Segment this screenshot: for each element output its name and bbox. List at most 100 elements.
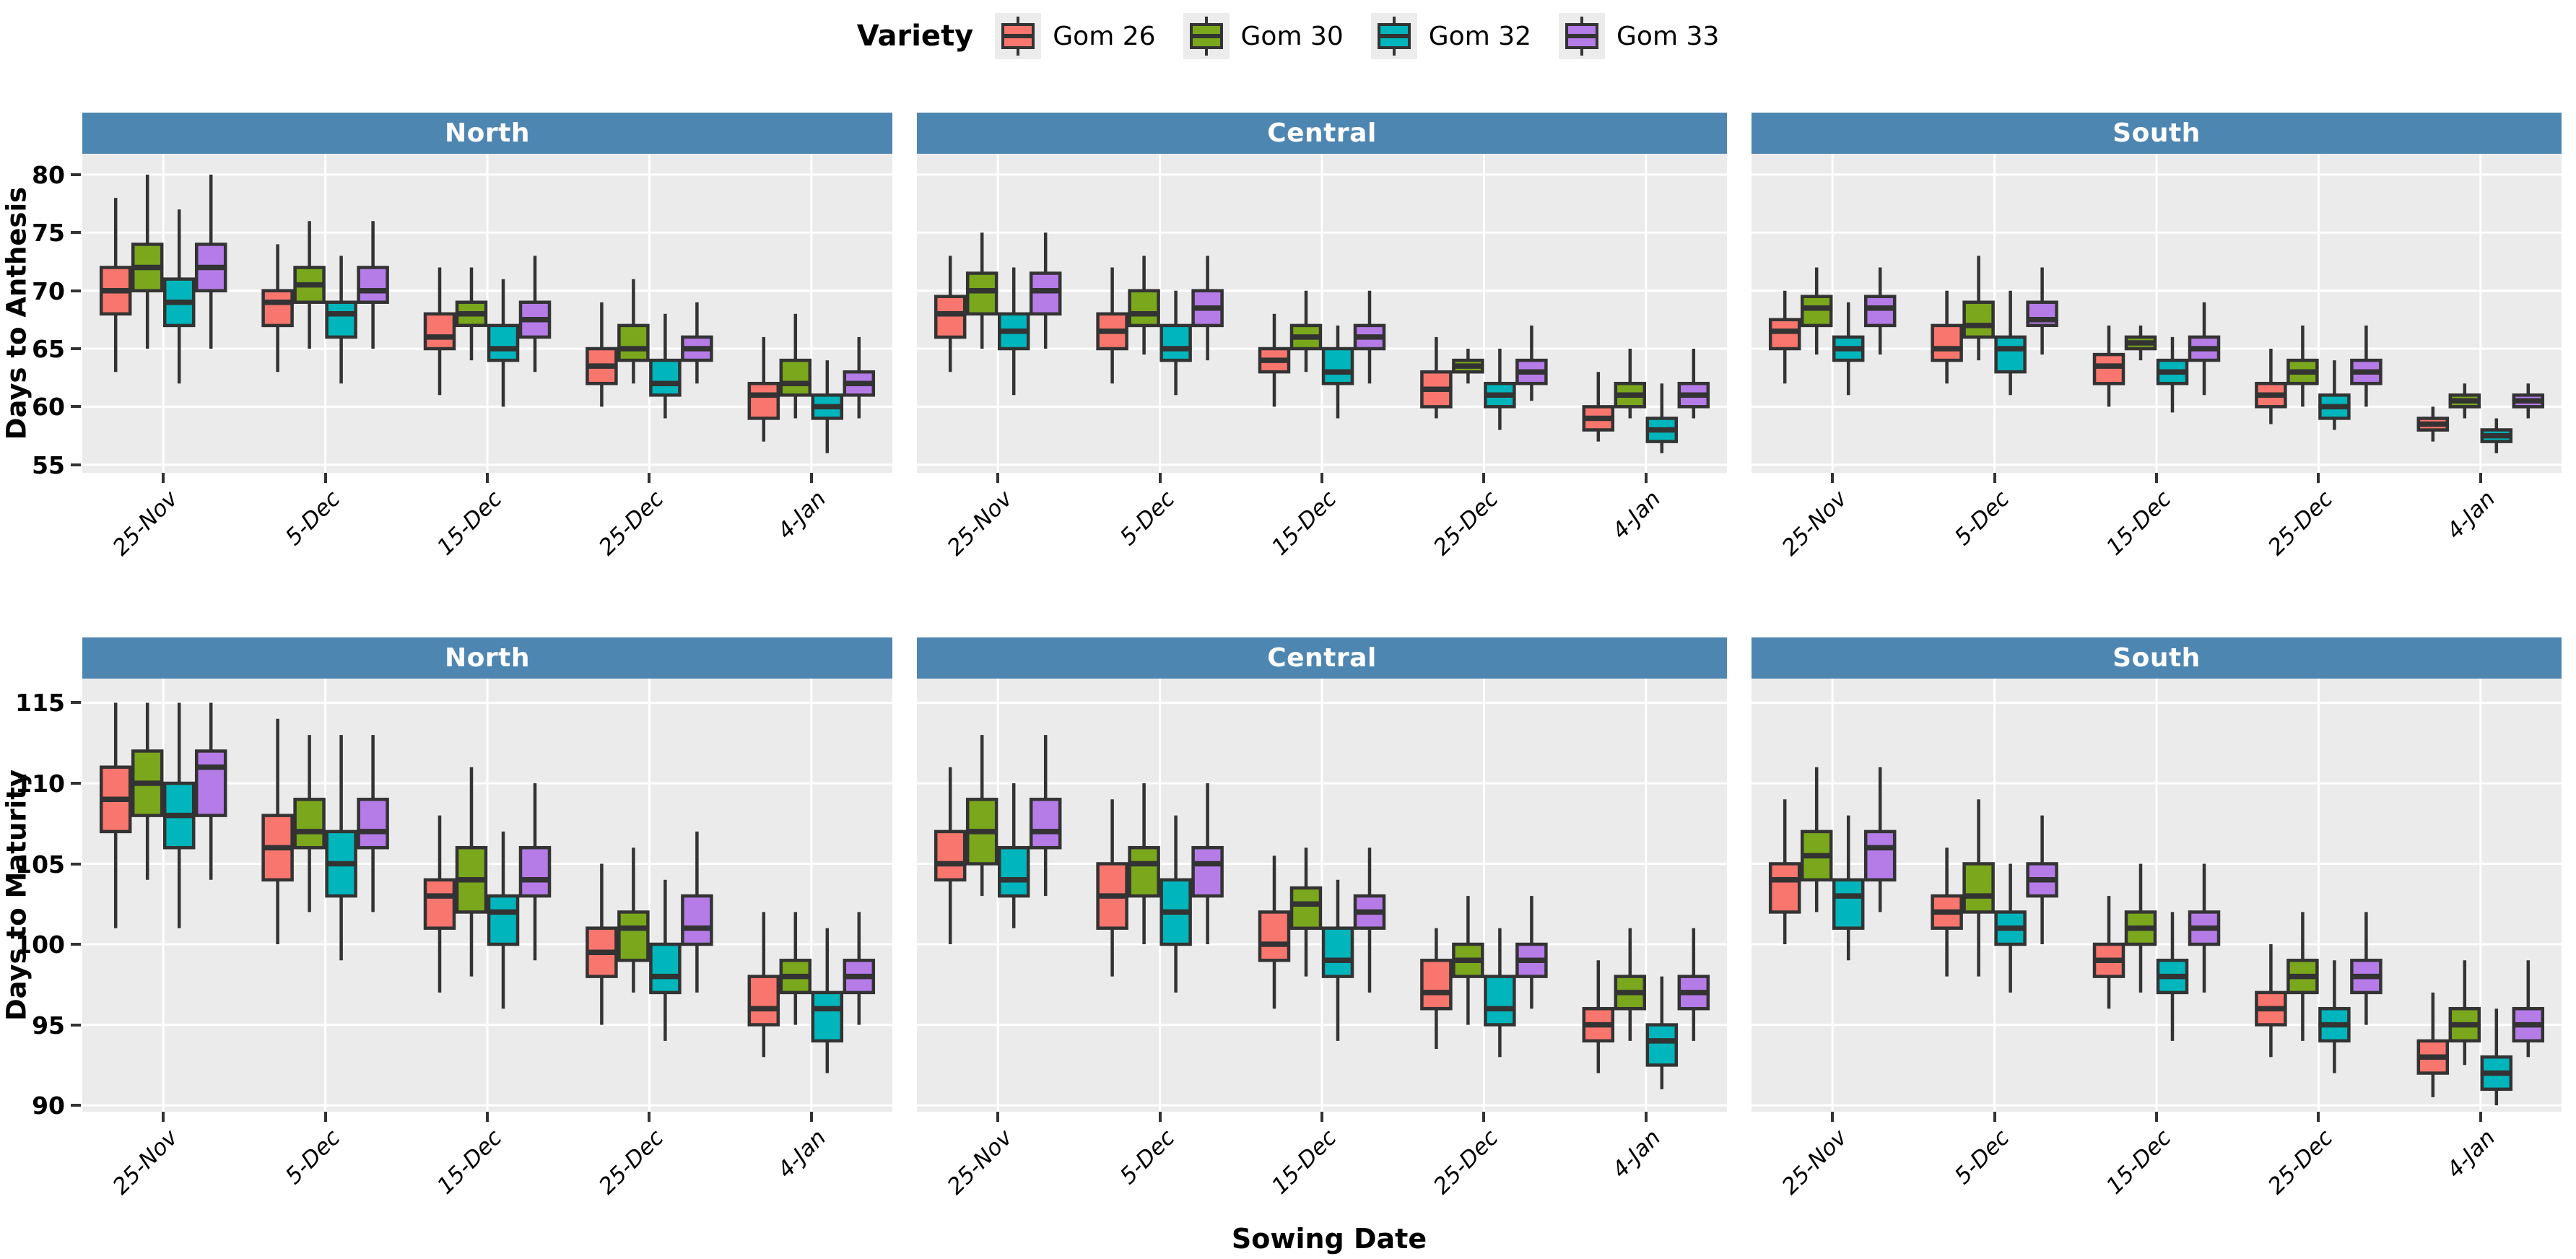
x-tick-label: 4-Jan <box>773 1124 832 1183</box>
x-tick-mark <box>2317 473 2320 483</box>
x-tick-label: 25-Dec <box>1429 1124 1504 1200</box>
box-gom-33 <box>357 798 389 850</box>
box-gom-26 <box>1420 959 1453 1011</box>
box-gom-33 <box>681 894 713 946</box>
x-tick-mark <box>486 473 489 483</box>
legend-title: Variety <box>856 19 974 53</box>
x-tick-label: 25-Nov <box>1777 485 1853 561</box>
x-tick-mark <box>1158 473 1162 483</box>
y-axis-title: Days to Maturity <box>1 769 32 1021</box>
x-tick-mark <box>2479 1112 2482 1122</box>
y-tick-mark <box>71 405 81 409</box>
x-tick-mark <box>1482 1112 1486 1122</box>
box-gom-26 <box>747 381 780 420</box>
x-tick-label: 25-Dec <box>2263 485 2338 561</box>
x-tick-label: 15-Dec <box>2101 1124 2177 1200</box>
legend-item-gom-33: Gom 33 <box>1559 13 1719 59</box>
boxplot-plot-area <box>917 154 1727 473</box>
facet-strip-label: North <box>445 643 530 673</box>
x-tick-mark <box>323 1112 327 1122</box>
y-tick-label: 115 <box>15 689 65 718</box>
x-tick-label: 5-Dec <box>1949 1124 2014 1190</box>
box-gom-30 <box>779 358 812 397</box>
x-tick-mark <box>1831 473 1835 483</box>
x-tick-mark <box>2317 1112 2320 1122</box>
legend-label: Gom 33 <box>1616 21 1720 51</box>
y-tick-mark <box>71 173 81 176</box>
facet-panel-central-days-to-maturity: Central 25-Nov 5-Dec 15-Dec 25-Dec 4-Jan <box>917 637 1727 1219</box>
x-tick-mark <box>162 1112 165 1122</box>
y-tick-label: 75 <box>32 219 65 248</box>
facet-strip-label: North <box>445 118 530 148</box>
x-tick-label: 25-Dec <box>594 1124 669 1200</box>
legend-item-gom-32: Gom 32 <box>1370 13 1532 59</box>
box-gom-32 <box>487 323 520 362</box>
box-gom-30 <box>1128 289 1160 328</box>
box-gom-26 <box>1258 910 1291 962</box>
facet-panel-north-days-to-maturity: North 25-Nov 5-Dec 15-Dec 25-Dec 4-Jan <box>82 637 892 1219</box>
x-tick-mark <box>996 473 1000 483</box>
y-tick-mark <box>71 289 81 292</box>
x-tick-mark <box>1993 1112 1996 1122</box>
boxplot-plot-area <box>82 679 892 1112</box>
x-tick-label: 4-Jan <box>2442 1124 2501 1183</box>
x-tick-label: 15-Dec <box>1266 485 1342 561</box>
box-gom-32 <box>649 358 682 397</box>
box-gom-30 <box>293 798 326 850</box>
x-axis-title: Sowing Date <box>1231 1223 1427 1255</box>
x-tick-label: 5-Dec <box>280 1124 345 1190</box>
x-tick-mark <box>1482 473 1486 483</box>
legend-label: Gom 32 <box>1428 21 1532 51</box>
x-tick-label: 25-Dec <box>2263 1124 2338 1200</box>
x-tick-mark <box>1831 1112 1835 1122</box>
facet-strip-central: Central <box>917 637 1727 679</box>
box-gom-30 <box>1289 886 1323 931</box>
legend-item-gom-30: Gom 30 <box>1183 13 1344 59</box>
x-tick-mark <box>1993 473 1996 483</box>
box-gom-33 <box>518 845 552 898</box>
y-tick-mark <box>71 1023 81 1027</box>
y-tick-mark <box>71 1104 81 1107</box>
x-tick-label: 5-Dec <box>1115 1124 1180 1190</box>
boxplot-plot-area <box>1752 679 2562 1112</box>
y-tick-mark <box>71 862 81 866</box>
x-tick-mark <box>162 473 165 483</box>
box-gom-32 <box>1321 926 1354 978</box>
x-tick-mark <box>1320 1112 1323 1122</box>
x-tick-label: 25-Dec <box>1429 485 1504 561</box>
box-gom-26 <box>934 829 967 882</box>
box-gom-32 <box>811 990 844 1043</box>
facet-panel-central-days-to-anthesis: Central 25-Nov 5-Dec 15-Dec 25-Dec 4-Jan <box>917 113 1727 570</box>
y-tick-mark <box>71 347 81 351</box>
facet-panel-south-days-to-maturity: South 25-Nov 5-Dec 15-Dec 25-Dec 4-Jan <box>1752 637 2562 1219</box>
x-tick-mark <box>323 473 327 483</box>
x-tick-label: 5-Dec <box>1949 485 2014 551</box>
boxplot-plot-area <box>1752 154 2562 473</box>
box-gom-32 <box>1484 975 1516 1027</box>
box-gom-30 <box>1128 845 1160 898</box>
x-tick-label: 25-Nov <box>108 1124 183 1200</box>
box-gom-33 <box>1191 845 1224 898</box>
facet-strip-label: Central <box>1267 118 1377 148</box>
boxplot-key-icon <box>995 13 1042 59</box>
box-gom-33 <box>357 266 389 304</box>
box-gom-30 <box>617 323 650 362</box>
y-tick-label: 65 <box>32 335 65 364</box>
x-tick-label: 4-Jan <box>2442 485 2501 544</box>
chart-row-days-to-anthesis: Days to Anthesis 55 60 65 70 75 80 North 25-Nov 5… <box>0 113 2576 570</box>
boxplot-key-icon <box>1559 13 1606 59</box>
box-gom-30 <box>1962 862 1995 914</box>
y-tick-label: 70 <box>32 276 65 305</box>
box-gom-32 <box>649 942 682 995</box>
y-tick-label: 105 <box>15 850 65 879</box>
facet-strip-south: South <box>1752 113 2562 154</box>
x-tick-label: 15-Dec <box>1266 1124 1342 1200</box>
x-tick-label: 4-Jan <box>1607 485 1666 544</box>
x-tick-mark <box>486 1112 489 1122</box>
y-tick-label: 55 <box>32 450 65 479</box>
x-tick-mark <box>648 1112 651 1122</box>
y-tick-label: 95 <box>32 1011 65 1040</box>
box-gom-32 <box>1321 347 1354 385</box>
facet-strip-north: North <box>82 113 892 154</box>
